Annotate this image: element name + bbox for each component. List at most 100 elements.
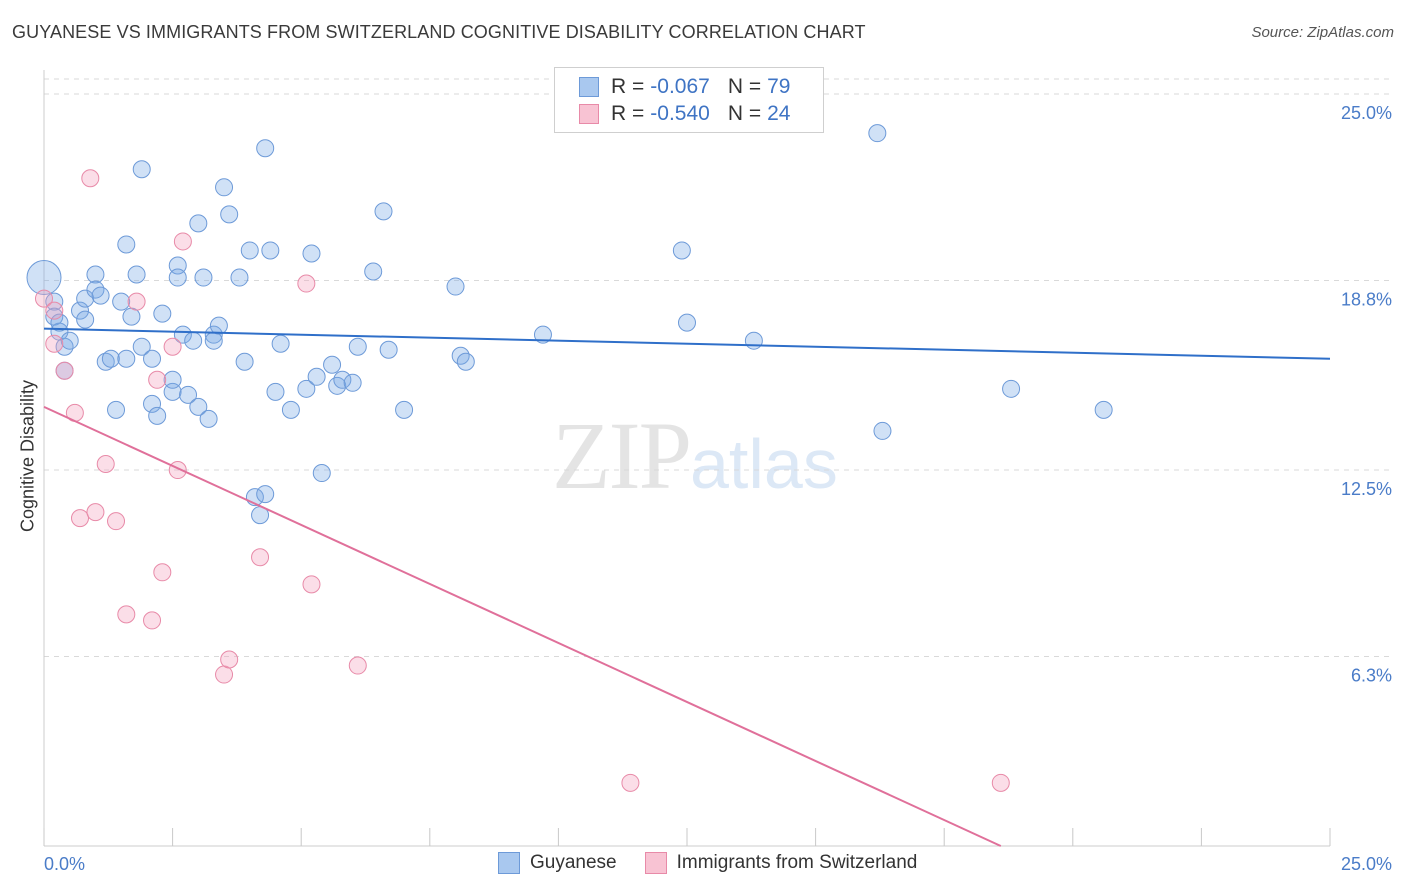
trend-line-guyanese bbox=[43, 327, 1331, 360]
y-tick-label: 12.5% bbox=[1341, 479, 1392, 499]
point-switzerland bbox=[143, 611, 162, 630]
point-guyanese bbox=[55, 337, 74, 356]
point-guyanese bbox=[117, 235, 136, 254]
y-axis-label: Cognitive Disability bbox=[17, 379, 38, 533]
point-guyanese bbox=[307, 367, 326, 386]
point-guyanese bbox=[235, 352, 254, 371]
point-guyanese bbox=[230, 268, 249, 287]
watermark-atlas: atlas bbox=[690, 425, 838, 503]
point-guyanese bbox=[45, 292, 64, 311]
legend-label-guyanese: Guyanese bbox=[530, 852, 617, 873]
point-switzerland bbox=[86, 503, 105, 522]
y-tick-label: 18.8% bbox=[1341, 290, 1392, 310]
y-tick-label: 6.3% bbox=[1351, 666, 1392, 686]
point-guyanese bbox=[194, 268, 213, 287]
point-switzerland bbox=[215, 665, 234, 684]
point-guyanese bbox=[148, 406, 167, 425]
point-guyanese bbox=[26, 260, 62, 296]
point-switzerland bbox=[621, 773, 640, 792]
point-switzerland bbox=[297, 274, 316, 293]
point-guyanese bbox=[96, 352, 115, 371]
point-guyanese bbox=[189, 214, 208, 233]
point-guyanese bbox=[204, 325, 223, 344]
point-switzerland bbox=[220, 650, 239, 669]
point-guyanese bbox=[184, 331, 203, 350]
point-guyanese bbox=[672, 241, 691, 260]
point-guyanese bbox=[451, 346, 470, 365]
point-guyanese bbox=[1002, 379, 1021, 398]
point-guyanese bbox=[209, 316, 228, 335]
point-switzerland bbox=[96, 455, 115, 474]
point-guyanese bbox=[220, 205, 239, 224]
point-switzerland bbox=[163, 337, 182, 356]
stats-legend: R = -0.067 N = 79 R = -0.540 N = 24 bbox=[554, 67, 824, 133]
point-guyanese bbox=[266, 382, 285, 401]
point-guyanese bbox=[86, 265, 105, 284]
point-guyanese bbox=[873, 421, 892, 440]
point-guyanese bbox=[153, 304, 172, 323]
point-guyanese bbox=[374, 202, 393, 221]
point-guyanese bbox=[678, 313, 696, 332]
point-guyanese bbox=[199, 409, 218, 428]
point-switzerland bbox=[302, 575, 321, 594]
point-guyanese bbox=[364, 262, 383, 281]
series-legend: Guyanese Immigrants from Switzerland bbox=[498, 852, 945, 874]
point-guyanese bbox=[143, 394, 162, 413]
x-tick-label: 25.0% bbox=[1341, 854, 1392, 874]
legend-r-value: -0.540 bbox=[650, 102, 710, 125]
point-switzerland bbox=[55, 361, 74, 380]
trend-line-switzerland bbox=[43, 405, 1002, 847]
point-guyanese bbox=[163, 370, 182, 389]
legend-swatch-blue bbox=[498, 852, 520, 874]
point-guyanese bbox=[132, 160, 151, 179]
point-guyanese bbox=[117, 349, 136, 368]
point-guyanese bbox=[107, 400, 126, 419]
point-switzerland bbox=[117, 605, 136, 624]
point-switzerland bbox=[127, 292, 146, 311]
legend-n-value: 79 bbox=[767, 75, 791, 98]
point-guyanese bbox=[76, 310, 95, 329]
x-tick-label: 0.0% bbox=[44, 854, 85, 874]
legend-r-value: -0.067 bbox=[650, 75, 710, 98]
legend-row-guyanese: R = -0.067 N = 79 bbox=[579, 74, 790, 100]
point-guyanese bbox=[76, 289, 95, 308]
point-guyanese bbox=[348, 337, 367, 356]
point-guyanese bbox=[256, 139, 275, 158]
point-guyanese bbox=[256, 485, 275, 504]
legend-swatch-pink bbox=[644, 852, 667, 874]
legend-swatch-blue bbox=[579, 77, 599, 97]
point-guyanese bbox=[86, 280, 105, 299]
point-guyanese bbox=[173, 325, 192, 344]
point-guyanese bbox=[271, 334, 290, 353]
point-guyanese bbox=[91, 286, 110, 305]
point-guyanese bbox=[179, 385, 198, 404]
legend-row-switzerland: R = -0.540 N = 24 bbox=[579, 101, 790, 127]
point-guyanese bbox=[204, 331, 223, 350]
point-guyanese bbox=[1094, 400, 1113, 419]
point-switzerland bbox=[71, 509, 90, 528]
point-switzerland bbox=[348, 656, 367, 675]
point-switzerland bbox=[35, 289, 53, 308]
legend-label-switzerland: Immigrants from Switzerland bbox=[676, 852, 918, 873]
point-guyanese bbox=[302, 244, 321, 263]
point-guyanese bbox=[297, 379, 316, 398]
legend-n-label: N = bbox=[727, 102, 762, 125]
point-guyanese bbox=[323, 355, 342, 374]
point-guyanese bbox=[71, 301, 90, 320]
source-label: Source: ZipAtlas.com bbox=[1251, 24, 1394, 41]
point-guyanese bbox=[50, 313, 69, 332]
point-guyanese bbox=[112, 292, 131, 311]
point-guyanese bbox=[60, 331, 79, 350]
point-guyanese bbox=[312, 464, 331, 483]
point-guyanese bbox=[456, 352, 475, 371]
legend-r-label: R = bbox=[611, 102, 645, 125]
point-guyanese bbox=[379, 340, 398, 359]
watermark-zip: ZIP bbox=[552, 402, 692, 509]
point-guyanese bbox=[127, 265, 146, 284]
legend-r-label: R = bbox=[611, 75, 645, 98]
point-switzerland bbox=[251, 548, 270, 567]
point-guyanese bbox=[168, 268, 187, 287]
point-guyanese bbox=[533, 325, 552, 344]
point-switzerland bbox=[173, 232, 192, 251]
point-guyanese bbox=[281, 400, 300, 419]
